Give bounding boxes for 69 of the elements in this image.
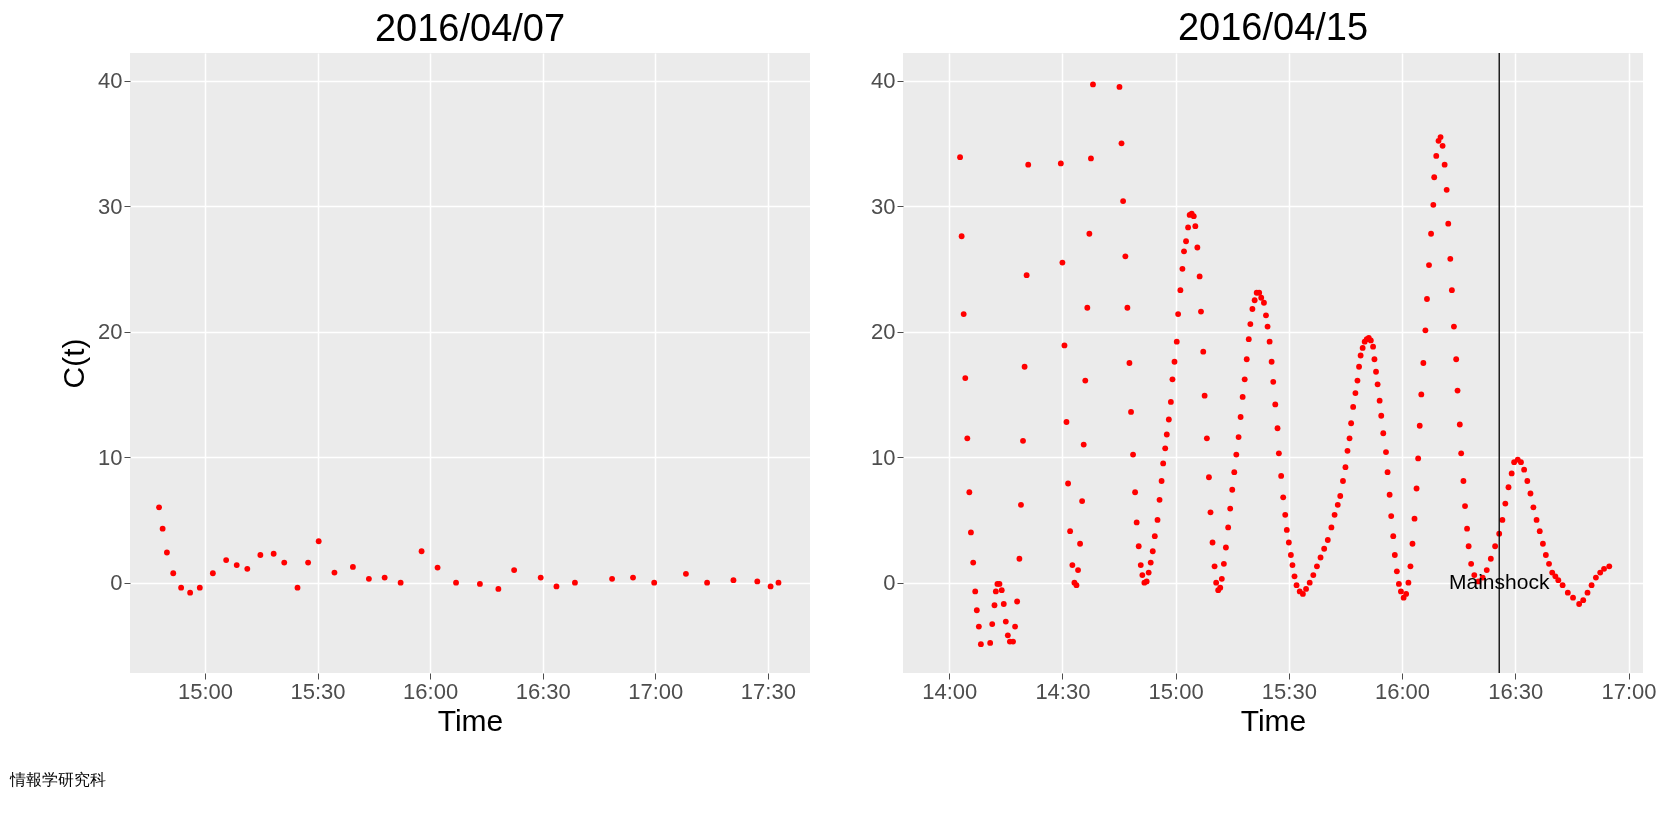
point	[244, 565, 251, 572]
point	[476, 580, 483, 587]
x-tick-label: 14:00	[922, 678, 978, 704]
x-tick-label: 15:30	[290, 678, 346, 704]
point	[511, 567, 518, 573]
point	[159, 525, 166, 532]
x-tick-label: 16:30	[1488, 678, 1544, 704]
point	[418, 548, 425, 555]
point	[257, 552, 264, 558]
point	[331, 569, 338, 576]
x-axis-title: Time	[1240, 703, 1307, 737]
point	[315, 538, 322, 545]
point	[495, 586, 502, 592]
x-tick-label: 15:00	[1148, 678, 1204, 704]
point	[209, 570, 216, 577]
point	[178, 584, 185, 591]
point	[775, 579, 782, 586]
point	[704, 579, 711, 586]
point	[434, 564, 441, 571]
y-tick-label: 10	[98, 444, 123, 470]
point	[730, 577, 737, 584]
x-tick-label: 17:00	[628, 678, 684, 704]
text: 情報学研究科	[9, 771, 106, 788]
point	[365, 575, 372, 582]
point	[651, 579, 658, 586]
point	[305, 559, 312, 566]
point	[196, 584, 203, 591]
y-tick-label: 30	[98, 193, 123, 219]
x-tick-label: 15:00	[177, 678, 234, 704]
point	[350, 564, 356, 570]
y-axis-title: C(t)	[57, 338, 91, 389]
point	[683, 570, 689, 577]
x-axis-title: Time	[437, 703, 504, 737]
point	[164, 549, 170, 556]
point	[156, 504, 162, 511]
y-tick-label: 40	[871, 68, 896, 94]
point	[572, 579, 578, 586]
y-tick-label: 20	[871, 319, 896, 345]
point	[223, 557, 230, 563]
point	[553, 583, 560, 590]
y-tick-label: 40	[98, 68, 123, 94]
point	[381, 574, 388, 581]
y-tick-label: 0	[883, 570, 896, 596]
y-tick-label: 10	[871, 444, 896, 470]
point	[294, 584, 301, 591]
x-tick-label: 16:30	[515, 678, 571, 704]
x-tick-label: 16:00	[1375, 678, 1431, 704]
y-tick-label: 0	[110, 570, 123, 596]
point	[170, 570, 177, 577]
point	[187, 589, 194, 596]
y-tick-label: 30	[871, 193, 896, 219]
x-tick-label: 17:00	[1601, 678, 1657, 704]
point	[767, 583, 774, 590]
x-tick-label: 17:30	[740, 678, 796, 704]
point	[270, 550, 277, 557]
chart-title: 2016/04/15	[1177, 6, 1369, 49]
point	[609, 575, 615, 582]
point	[754, 578, 761, 585]
point	[453, 579, 459, 586]
x-tick-label: 16:00	[403, 678, 459, 704]
point	[397, 579, 404, 586]
x-tick-label: 15:30	[1261, 678, 1317, 704]
point	[233, 562, 240, 568]
point	[537, 574, 544, 581]
x-tick-label: 14:30	[1035, 678, 1091, 704]
chart-title: 2016/04/07	[374, 7, 566, 49]
point	[281, 559, 288, 566]
point	[630, 574, 636, 581]
y-tick-label: 20	[98, 319, 123, 345]
